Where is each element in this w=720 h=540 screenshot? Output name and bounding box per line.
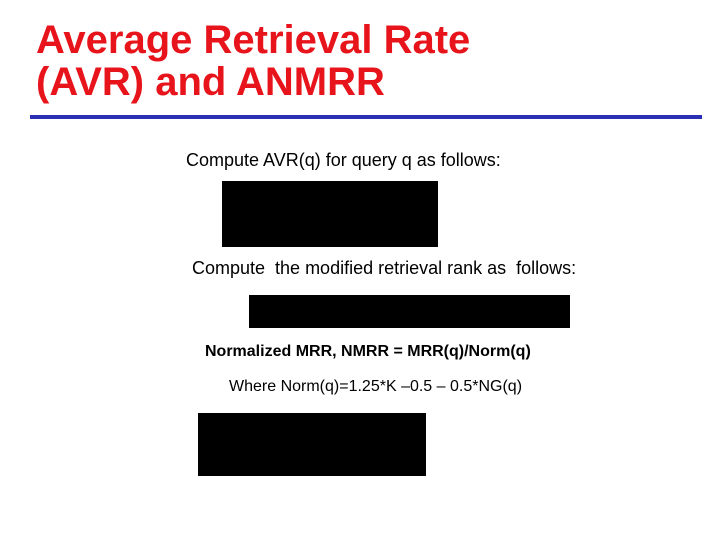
formula-image xyxy=(249,295,570,328)
text-line: Where Norm(q)=1.25*K –0.5 – 0.5*NG(q) xyxy=(229,378,523,395)
text-line: Compute AVR(q) for query q as follows: xyxy=(186,150,501,170)
text-line: Normalized MRR, NMRR = MRR(q)/Norm(q) xyxy=(205,343,531,360)
title-rule xyxy=(30,115,702,119)
title-line: Average Retrieval Rate xyxy=(36,18,471,62)
text-line: Compute the modified retrieval rank as f… xyxy=(192,258,577,278)
title-line: (AVR) and ANMRR xyxy=(36,60,385,104)
formula-image xyxy=(222,181,438,247)
formula-image xyxy=(198,413,426,476)
